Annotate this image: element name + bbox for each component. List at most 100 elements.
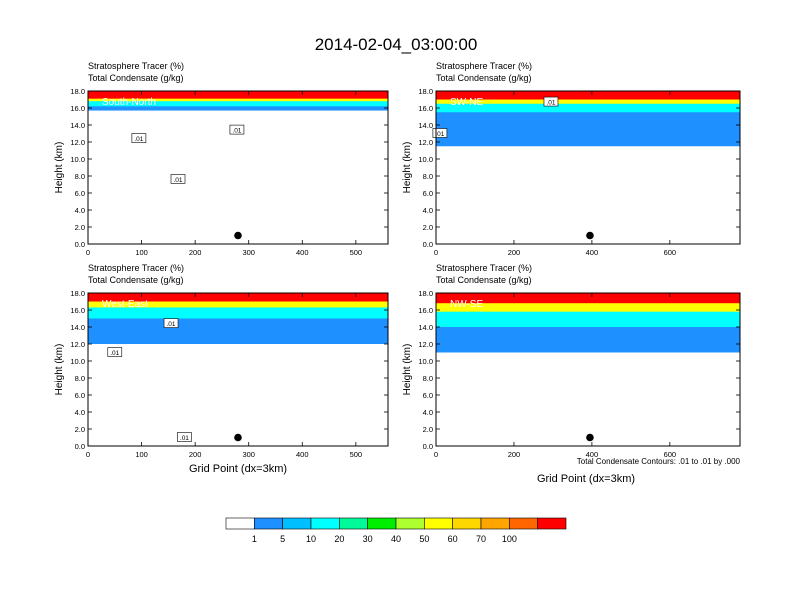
y-tick-label: 16.0	[70, 104, 85, 113]
figure-footer-note: Total Condensate Contours: .01 to .01 by…	[577, 457, 741, 466]
colorbar-swatch	[424, 517, 453, 530]
location-marker	[586, 433, 594, 442]
chart-panel-1: .01 .01 .01 South-North 0.0 2.0 4.0 6.0 8.0 10.0 1…	[54, 61, 389, 257]
panel-title-line2: Total Condensate (g/kg)	[88, 275, 184, 285]
figure-title: 2014-02-04_03:00:00	[315, 35, 478, 54]
tracer-layer-100	[88, 91, 388, 99]
x-tick-label: 600	[664, 248, 677, 257]
x-tick-label: 400	[586, 248, 599, 257]
y-tick-label: 2.0	[75, 223, 85, 232]
y-tick-label: 4.0	[423, 408, 433, 417]
contour-label-box	[163, 318, 179, 328]
colorbar-swatch	[339, 517, 368, 530]
chart-panel-3: .01 .01 .01 West-East 0.0 2.0 4.0 6.0 8.0 10.0 12.…	[54, 263, 389, 475]
contour-label: .01	[435, 131, 444, 138]
contour-label-box	[432, 128, 448, 138]
tracer-layer-100	[436, 91, 740, 100]
tracer-layer-100	[436, 293, 740, 304]
x-tick-label: 100	[135, 248, 148, 257]
y-tick-label: 0.0	[75, 240, 85, 249]
y-tick-label: 6.0	[75, 189, 85, 198]
panel-label: South-North	[102, 97, 156, 108]
y-tick-label: 4.0	[423, 206, 433, 215]
y-tick-label: 18.0	[70, 87, 85, 96]
colorbar-label: 100	[502, 534, 517, 544]
panel-title-line2: Total Condensate (g/kg)	[436, 275, 532, 285]
x-tick-label: 200	[508, 248, 521, 257]
x-tick-label: 0	[434, 450, 438, 459]
colorbar-swatch	[395, 517, 425, 530]
colorbar-label: 40	[391, 534, 401, 544]
y-tick-label: 6.0	[423, 391, 433, 400]
panel-title-line2: Total Condensate (g/kg)	[436, 73, 532, 83]
colorbar-swatch	[225, 517, 255, 530]
y-tick-label: 18.0	[418, 87, 433, 96]
colorbar-swatch	[310, 517, 340, 530]
colorbar-label: 60	[448, 534, 458, 544]
y-tick-label: 10.0	[70, 357, 85, 366]
colorbar-label: 5	[280, 534, 285, 544]
y-tick-label: 6.0	[75, 391, 85, 400]
colorbar-swatch	[452, 517, 482, 530]
y-tick-label: 12.0	[70, 138, 85, 147]
contour-label-box	[229, 124, 245, 135]
plot-area	[88, 91, 388, 244]
colorbar-label: 50	[419, 534, 429, 544]
location-marker	[586, 231, 594, 240]
y-tick-label: 0.0	[423, 240, 433, 249]
panel-title-line1: Stratosphere Tracer (%)	[88, 61, 184, 71]
colorbar-label: 10	[306, 534, 316, 544]
x-tick-label: 300	[242, 248, 255, 257]
contour-label: .01	[167, 321, 176, 328]
panels-group: .01 .01 .01 South-North 0.0 2.0 4.0 6.0 8.0 10.0 1…	[54, 61, 741, 475]
x-tick-label: 200	[189, 450, 202, 459]
colorbar-swatch	[537, 517, 567, 530]
panel-label: NW-SE	[450, 299, 483, 310]
y-tick-label: 10.0	[418, 155, 433, 164]
panel-label: SW-NE	[450, 97, 483, 108]
colorbar-swatch	[254, 517, 283, 530]
y-axis-label: Height (km)	[402, 344, 413, 396]
y-tick-label: 0.0	[423, 442, 433, 451]
y-tick-label: 16.0	[418, 306, 433, 315]
y-tick-label: 16.0	[70, 306, 85, 315]
x-tick-label: 200	[189, 248, 202, 257]
plot-frame	[87, 90, 389, 245]
plot-frame	[435, 90, 741, 245]
y-tick-label: 12.0	[418, 340, 433, 349]
y-tick-label: 8.0	[423, 172, 433, 181]
x-tick-label: 400	[296, 450, 309, 459]
y-tick-label: 14.0	[70, 323, 85, 332]
y-tick-label: 4.0	[75, 408, 85, 417]
colorbar-swatch	[367, 517, 397, 530]
panel-title-line1: Stratosphere Tracer (%)	[88, 263, 184, 273]
y-axis-label: Height (km)	[402, 142, 413, 194]
tracer-layer-100	[88, 293, 388, 302]
colorbar-swatch	[509, 517, 538, 530]
plot-frame	[87, 292, 389, 447]
y-tick-label: 14.0	[70, 121, 85, 130]
chart-panel-2: .01 .01 SW-NE 0.0 2.0 4.0 6.0 8.0 10.0 12.0 14.0 16…	[402, 61, 741, 257]
colorbar: 1 5 10 20 30 40 50 60 70 100	[225, 517, 567, 544]
location-marker	[234, 231, 242, 240]
y-tick-label: 16.0	[418, 104, 433, 113]
y-tick-label: 10.0	[70, 155, 85, 164]
colorbar-swatch	[480, 517, 510, 530]
panel-title-line1: Stratosphere Tracer (%)	[436, 61, 532, 71]
plot-frame	[435, 292, 741, 447]
contour-label-box	[107, 347, 123, 357]
x-tick-label: 400	[296, 248, 309, 257]
chart-panel-4: NW-SE 0.0 2.0 4.0 6.0 8.0 10.0 12.0 14.0 16.0 18.0…	[402, 263, 741, 459]
contour-label: .01	[232, 128, 241, 135]
y-tick-label: 10.0	[418, 357, 433, 366]
colorbar-label: 1	[252, 534, 257, 544]
y-tick-label: 2.0	[423, 425, 433, 434]
y-axis-label: Height (km)	[54, 142, 65, 194]
y-tick-label: 12.0	[70, 340, 85, 349]
panel-title-line1: Stratosphere Tracer (%)	[436, 263, 532, 273]
y-tick-label: 0.0	[75, 442, 85, 451]
x-tick-label: 500	[350, 450, 363, 459]
colorbar-label: 20	[334, 534, 344, 544]
y-tick-label: 18.0	[418, 289, 433, 298]
contour-label-box	[177, 432, 192, 442]
